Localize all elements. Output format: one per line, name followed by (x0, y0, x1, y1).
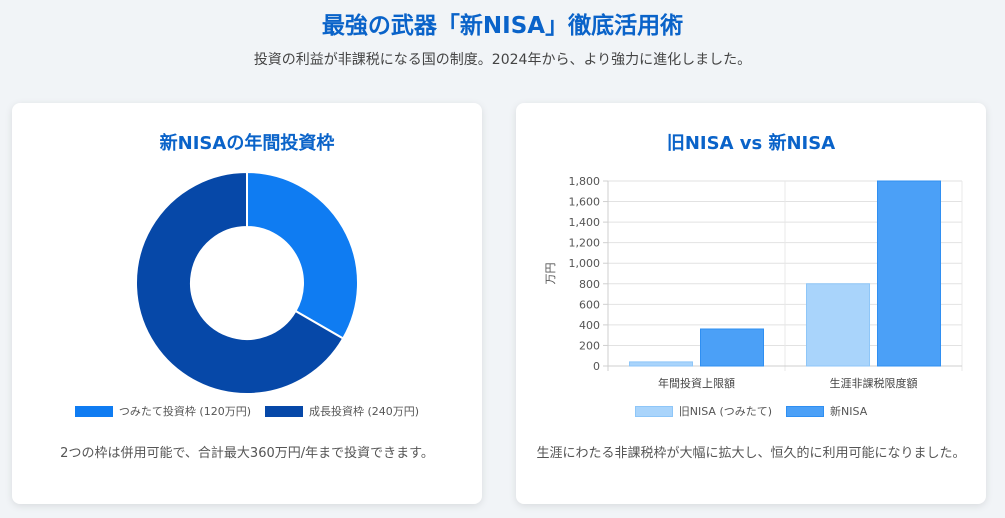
legend-label-growth: 成長投資枠 (240万円) (309, 405, 420, 418)
comparison-card: 旧NISA vs 新NISA 0 200 400 600 800 1,000 1,200 1,… (516, 103, 986, 504)
donut-legend: つみたて投資枠 (120万円) 成長投資枠 (240万円) (12, 403, 482, 419)
legend-swatch-growth (265, 405, 303, 417)
bar-chart-title: 旧NISA vs 新NISA (666, 133, 836, 154)
bar-new-nisa[interactable] (700, 328, 764, 367)
y-tick-label: 400 (579, 319, 600, 332)
bar-old-nisa[interactable] (806, 283, 870, 367)
y-tick-label: 1,200 (569, 237, 601, 250)
legend-swatch-tsumitate (74, 405, 113, 417)
legend-swatch-new-nisa (786, 405, 825, 417)
donut-slice-tsumitate[interactable] (246, 170, 359, 340)
x-tick-label: 年間投資上限額 (658, 376, 735, 390)
legend-swatch-old-nisa (634, 405, 673, 417)
donut-caption: 2つの枠は併用可能で、合計最大360万円/年まで投資できます。 (60, 446, 434, 461)
legend-label-tsumitate: つみたて投資枠 (120万円) (118, 405, 251, 418)
y-tick-label: 1,000 (569, 257, 601, 270)
y-tick-label: 0 (593, 360, 600, 373)
legend-item-growth[interactable]: 成長投資枠 (240万円) (265, 403, 419, 419)
donut-chart (135, 170, 359, 395)
donut-chart-title: 新NISAの年間投資枠 (159, 133, 335, 154)
y-tick-label: 800 (579, 278, 600, 291)
bar-new-nisa[interactable] (877, 180, 941, 367)
page-subtitle: 投資の利益が非課税になる国の制度。2024年から、より強力に進化しました。 (253, 52, 752, 68)
y-tick-label: 600 (579, 298, 600, 311)
bar-caption: 生涯にわたる非課税枠が大幅に拡大し、恒久的に利用可能になりました。 (536, 446, 966, 461)
legend-label-new-nisa: 新NISA (830, 405, 868, 418)
legend-label-old-nisa: 旧NISA (つみたて) (678, 405, 773, 418)
donut-slice-growth[interactable] (135, 170, 345, 395)
bar-legend: 旧NISA (つみたて) 新NISA (516, 403, 986, 419)
legend-item-tsumitate[interactable]: つみたて投資枠 (120万円) (74, 403, 251, 419)
y-tick-label: 1,400 (569, 216, 601, 229)
y-tick-label: 200 (579, 339, 600, 352)
annual-quota-card: 新NISAの年間投資枠 つみたて投資枠 (120万円) 成長投資枠 (240万円… (12, 103, 482, 504)
legend-item-new-nisa[interactable]: 新NISA (786, 403, 867, 419)
y-axis-label: 万円 (544, 263, 557, 285)
y-tick-label: 1,600 (569, 196, 601, 209)
x-tick-label: 生涯非課税限度額 (830, 376, 918, 390)
legend-item-old-nisa[interactable]: 旧NISA (つみたて) (634, 403, 773, 419)
bar-chart: 0 200 400 600 800 1,000 1,200 1,400 1,600 1,800 万円… (544, 175, 963, 390)
page-title: 最強の武器「新NISA」徹底活用術 (321, 13, 684, 39)
y-tick-label: 1,800 (569, 175, 601, 188)
bar-old-nisa[interactable] (629, 361, 693, 367)
